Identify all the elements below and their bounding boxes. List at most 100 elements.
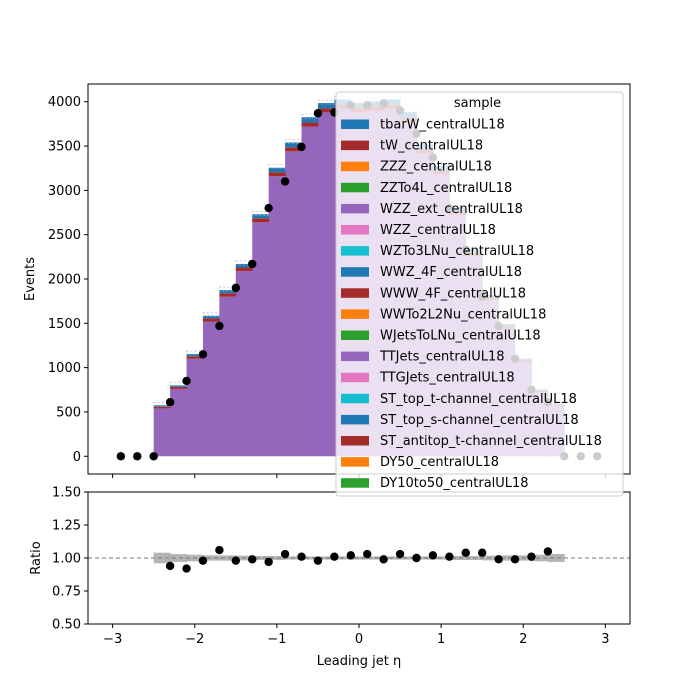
stack-bar-tw-centralul18 xyxy=(301,122,319,127)
stack-bar-tbarw-centralul18 xyxy=(153,405,171,407)
ratio-point xyxy=(248,555,257,564)
legend-entry-label: WZZ_ext_centralUL18 xyxy=(380,202,523,217)
stack-bar-tw-centralul18 xyxy=(285,147,302,152)
stack-bar-tw-centralul18 xyxy=(235,267,253,272)
legend-box xyxy=(335,91,624,497)
legend-entry-label: tbarW_centralUL18 xyxy=(380,118,505,133)
y-tick-label: 0 xyxy=(73,450,81,465)
stack-bar-ttjets-centralul18 xyxy=(170,388,187,457)
y-tick-label: 2000 xyxy=(48,273,81,288)
legend-entry-label: DY10to50_centralUL18 xyxy=(380,476,529,491)
legend-swatch xyxy=(341,246,369,256)
uncertainty-band xyxy=(153,402,171,407)
legend: sample tbarW_centralUL18 tW_centralUL18 ZZZ… xyxy=(335,91,624,497)
uncertainty-band xyxy=(268,164,286,170)
ratio-point xyxy=(412,553,421,563)
legend-entry-label: WZTo3LNu_centralUL18 xyxy=(380,244,534,259)
stack-bar-tw-centralul18 xyxy=(153,406,171,409)
uncertainty-band xyxy=(301,113,319,119)
y-tick-label: 3500 xyxy=(48,140,81,155)
data-point xyxy=(133,452,142,461)
ratio-point xyxy=(231,556,241,565)
stack-bar-ttjets-centralul18 xyxy=(186,358,204,457)
legend-swatch xyxy=(341,393,369,404)
x-axis-label: Leading jet η xyxy=(317,654,402,669)
ratio-point xyxy=(330,552,339,561)
ratio-y-tick-label: 0.75 xyxy=(52,585,81,600)
ratio-point xyxy=(428,551,438,560)
ratio-point xyxy=(313,556,323,565)
ratio-plot: 0.50 0.75 1.00 1.25 1.50 −3 −2 −1 0 1 2 3 Leading je… xyxy=(29,486,631,669)
uncertainty-band xyxy=(251,210,269,216)
ratio-uncertainty-band xyxy=(547,554,565,562)
ratio-point xyxy=(461,548,470,557)
ratio-uncertainty-band xyxy=(170,554,187,562)
legend-swatch xyxy=(341,140,369,151)
uncertainty-band xyxy=(219,286,237,292)
legend-swatch xyxy=(341,372,369,383)
ratio-x-tick-label: 1 xyxy=(437,632,445,647)
ratio-point xyxy=(379,555,388,564)
ratio-uncertainty-band xyxy=(498,555,516,561)
legend-swatch xyxy=(341,119,369,129)
legend-swatch xyxy=(341,161,369,172)
legend-entry-label: WWTo2L2Nu_centralUL18 xyxy=(380,307,546,322)
legend-swatch xyxy=(341,288,369,298)
legend-entry-label: DY50_centralUL18 xyxy=(380,455,499,470)
uncertainty-band xyxy=(186,350,204,356)
ratio-x-tick-label: −1 xyxy=(267,632,286,647)
data-point xyxy=(280,177,290,186)
legend-entry-label: ST_top_s-channel_centralUL18 xyxy=(380,413,579,428)
stack-bar-ttjets-centralul18 xyxy=(285,151,302,457)
legend-entry-label: TTJets_centralUL18 xyxy=(379,350,505,365)
legend-title: sample xyxy=(454,96,501,111)
y-axis-label: Events xyxy=(23,257,38,301)
ratio-uncertainty-band xyxy=(350,556,368,560)
ratio-point xyxy=(280,549,290,559)
data-point xyxy=(165,398,175,407)
ratio-point xyxy=(395,549,405,559)
ratio-uncertainty-band xyxy=(400,556,417,560)
stack-bar-tw-centralul18 xyxy=(317,108,335,113)
ratio-point xyxy=(198,556,208,565)
data-point xyxy=(248,259,257,269)
legend-entry-label: TTGJets_centralUL18 xyxy=(379,371,515,386)
ratio-point xyxy=(510,555,520,564)
stack-bar-tbarw-centralul18 xyxy=(268,167,286,173)
data-point xyxy=(231,283,241,293)
data-point xyxy=(198,350,208,359)
ratio-x-tick-label: −3 xyxy=(103,632,122,647)
y-tick-label: 4000 xyxy=(48,95,81,110)
stack-bar-ttjets-centralul18 xyxy=(219,296,237,457)
ratio-y-tick-label: 1.50 xyxy=(52,486,81,501)
legend-swatch xyxy=(341,309,369,319)
ratio-uncertainty-band xyxy=(301,556,319,560)
legend-entry-label: WWW_4F_centralUL18 xyxy=(380,286,526,301)
stack-bar-ttjets-centralul18 xyxy=(317,112,335,457)
ratio-uncertainty-band xyxy=(153,552,171,564)
ratio-uncertainty-band xyxy=(219,555,237,561)
ratio-x-tick-label: 3 xyxy=(601,632,609,647)
ratio-point xyxy=(527,552,536,561)
uncertainty-band xyxy=(235,260,253,266)
uncertainty-band xyxy=(202,312,220,318)
legend-swatch xyxy=(341,457,369,467)
legend-swatch xyxy=(341,203,369,214)
legend-entry-label: ST_antitop_t-channel_centralUL18 xyxy=(380,434,602,449)
ratio-point xyxy=(543,547,553,556)
ratio-uncertainty-band xyxy=(252,556,270,560)
stack-bar-tbarw-centralul18 xyxy=(301,117,319,123)
stack-bar-tw-centralul18 xyxy=(252,218,270,223)
stack-bar-tw-centralul18 xyxy=(268,172,286,177)
legend-swatch xyxy=(341,267,369,277)
uncertainty-band xyxy=(284,139,302,144)
stack-bar-tw-centralul18 xyxy=(219,293,237,297)
stack-bar-ttjets-centralul18 xyxy=(268,176,286,457)
stack-bar-tbarw-centralul18 xyxy=(285,142,302,148)
data-point xyxy=(116,452,126,461)
y-tick-label: 1000 xyxy=(48,361,81,376)
legend-entry-label: ST_top_t-channel_centralUL18 xyxy=(380,392,577,407)
stack-bar-ttjets-centralul18 xyxy=(252,222,270,457)
legend-entry-label: ZZZ_centralUL18 xyxy=(380,160,492,175)
